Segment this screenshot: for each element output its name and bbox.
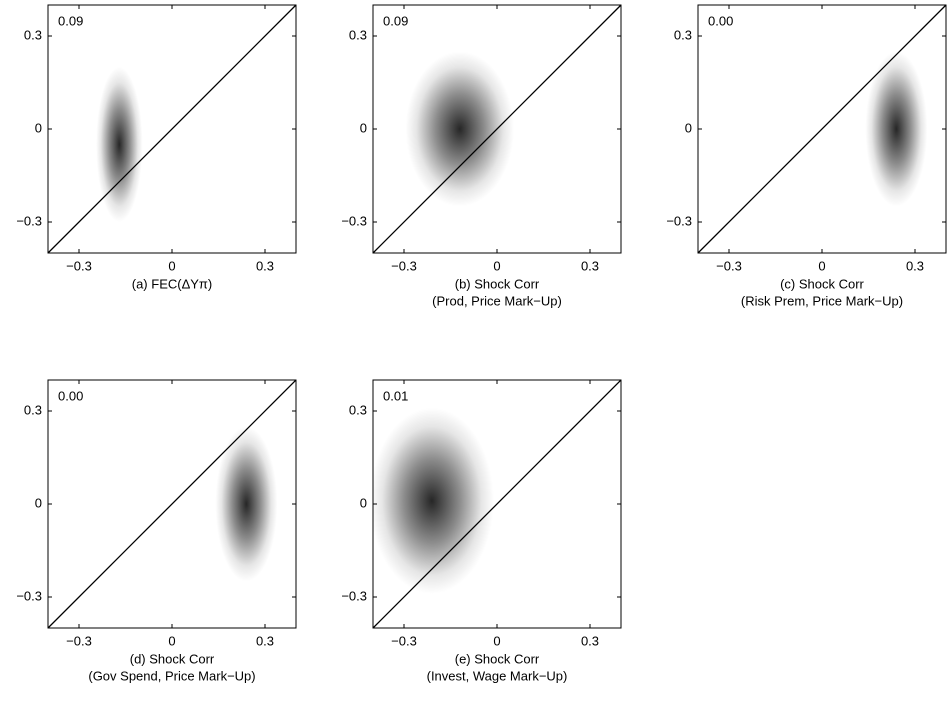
annotation: 0.00: [58, 388, 83, 403]
x-tick-label: −0.3: [716, 258, 742, 273]
diagonal: [47, 4, 297, 254]
x-axis-label: (d) Shock Corr: [130, 651, 215, 666]
y-tick-label: −0.3: [341, 588, 367, 603]
x-tick-label: 0: [493, 258, 500, 273]
annotation: 0.00: [708, 13, 733, 28]
annotation: 0.01: [383, 388, 408, 403]
y-tick-label: 0: [685, 120, 692, 135]
y-tick-label: 0: [35, 495, 42, 510]
y-tick-label: 0: [35, 120, 42, 135]
x-tick-label: 0.3: [906, 258, 924, 273]
x-tick-label: 0: [493, 633, 500, 648]
x-axis-label: (Risk Prem, Price Mark−Up): [741, 293, 903, 308]
x-tick-label: 0: [168, 633, 175, 648]
density-cloud: [96, 67, 143, 222]
y-tick-label: −0.3: [16, 213, 42, 228]
x-tick-label: 0.3: [581, 633, 599, 648]
x-tick-label: −0.3: [391, 633, 417, 648]
diagonal: [372, 379, 622, 629]
y-tick-label: 0.3: [24, 402, 42, 417]
x-axis-label: (e) Shock Corr: [455, 651, 540, 666]
x-axis-label: (b) Shock Corr: [455, 276, 540, 291]
x-axis-label: (c) Shock Corr: [780, 276, 864, 291]
y-tick-label: −0.3: [666, 213, 692, 228]
y-tick-label: 0.3: [24, 27, 42, 42]
diagonal: [47, 379, 297, 629]
x-axis-label: (a) FEC(ΔYπ): [132, 276, 212, 291]
x-tick-label: 0.3: [256, 258, 274, 273]
x-axis-label: (Invest, Wage Mark−Up): [427, 668, 568, 683]
x-tick-label: 0.3: [256, 633, 274, 648]
diagonal: [372, 4, 622, 254]
x-tick-label: −0.3: [66, 258, 92, 273]
x-tick-label: −0.3: [66, 633, 92, 648]
density-cloud: [373, 407, 494, 594]
y-tick-label: 0.3: [349, 27, 367, 42]
y-tick-label: −0.3: [16, 588, 42, 603]
x-tick-label: 0: [168, 258, 175, 273]
x-tick-label: −0.3: [391, 258, 417, 273]
x-tick-label: 0.3: [581, 258, 599, 273]
density-cloud: [405, 51, 515, 207]
y-tick-label: 0.3: [349, 402, 367, 417]
x-tick-label: 0: [818, 258, 825, 273]
diagonal: [697, 4, 947, 254]
density-cloud: [215, 426, 278, 582]
y-tick-label: 0: [360, 495, 367, 510]
annotation: 0.09: [383, 13, 408, 28]
y-tick-label: 0.3: [674, 27, 692, 42]
annotation: 0.09: [58, 13, 83, 28]
density-cloud: [865, 51, 928, 207]
y-tick-label: 0: [360, 120, 367, 135]
x-axis-label: (Gov Spend, Price Mark−Up): [88, 668, 255, 683]
x-axis-label: (Prod, Price Mark−Up): [432, 293, 562, 308]
y-tick-label: −0.3: [341, 213, 367, 228]
